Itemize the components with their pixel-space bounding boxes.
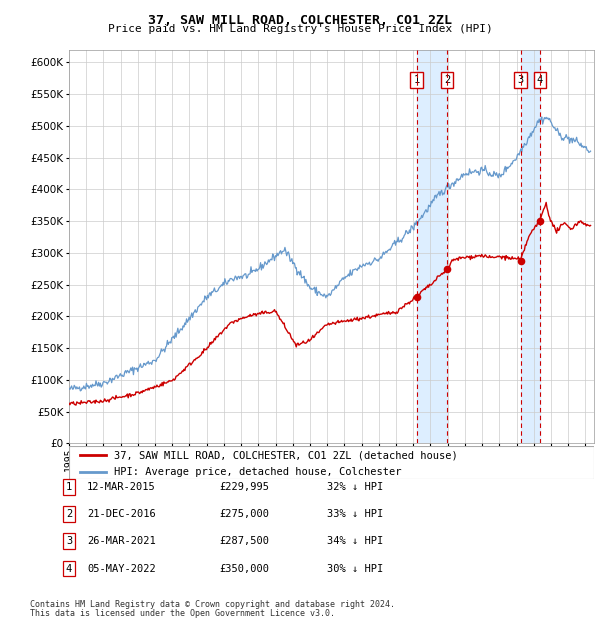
FancyBboxPatch shape <box>69 446 594 479</box>
Text: £229,995: £229,995 <box>219 482 269 492</box>
Text: £350,000: £350,000 <box>219 564 269 574</box>
Text: 33% ↓ HPI: 33% ↓ HPI <box>327 509 383 519</box>
Bar <box>521 50 539 443</box>
Bar <box>416 50 447 443</box>
Text: 37, SAW MILL ROAD, COLCHESTER, CO1 2ZL: 37, SAW MILL ROAD, COLCHESTER, CO1 2ZL <box>148 14 452 27</box>
Text: 3: 3 <box>66 536 72 546</box>
Text: 4: 4 <box>66 564 72 574</box>
Text: 12-MAR-2015: 12-MAR-2015 <box>87 482 156 492</box>
Text: 21-DEC-2016: 21-DEC-2016 <box>87 509 156 519</box>
Text: 2: 2 <box>66 509 72 519</box>
Text: 3: 3 <box>517 75 524 85</box>
Text: 1: 1 <box>413 75 419 85</box>
Text: HPI: Average price, detached house, Colchester: HPI: Average price, detached house, Colc… <box>113 466 401 477</box>
Text: 05-MAY-2022: 05-MAY-2022 <box>87 564 156 574</box>
Text: Price paid vs. HM Land Registry's House Price Index (HPI): Price paid vs. HM Land Registry's House … <box>107 24 493 33</box>
Text: 30% ↓ HPI: 30% ↓ HPI <box>327 564 383 574</box>
Text: 26-MAR-2021: 26-MAR-2021 <box>87 536 156 546</box>
Text: 1: 1 <box>66 482 72 492</box>
Text: 2: 2 <box>444 75 450 85</box>
Text: This data is licensed under the Open Government Licence v3.0.: This data is licensed under the Open Gov… <box>30 608 335 618</box>
Text: 32% ↓ HPI: 32% ↓ HPI <box>327 482 383 492</box>
Text: £275,000: £275,000 <box>219 509 269 519</box>
Text: £287,500: £287,500 <box>219 536 269 546</box>
Text: Contains HM Land Registry data © Crown copyright and database right 2024.: Contains HM Land Registry data © Crown c… <box>30 600 395 609</box>
Text: 34% ↓ HPI: 34% ↓ HPI <box>327 536 383 546</box>
Text: 4: 4 <box>536 75 543 85</box>
Text: 37, SAW MILL ROAD, COLCHESTER, CO1 2ZL (detached house): 37, SAW MILL ROAD, COLCHESTER, CO1 2ZL (… <box>113 450 457 461</box>
